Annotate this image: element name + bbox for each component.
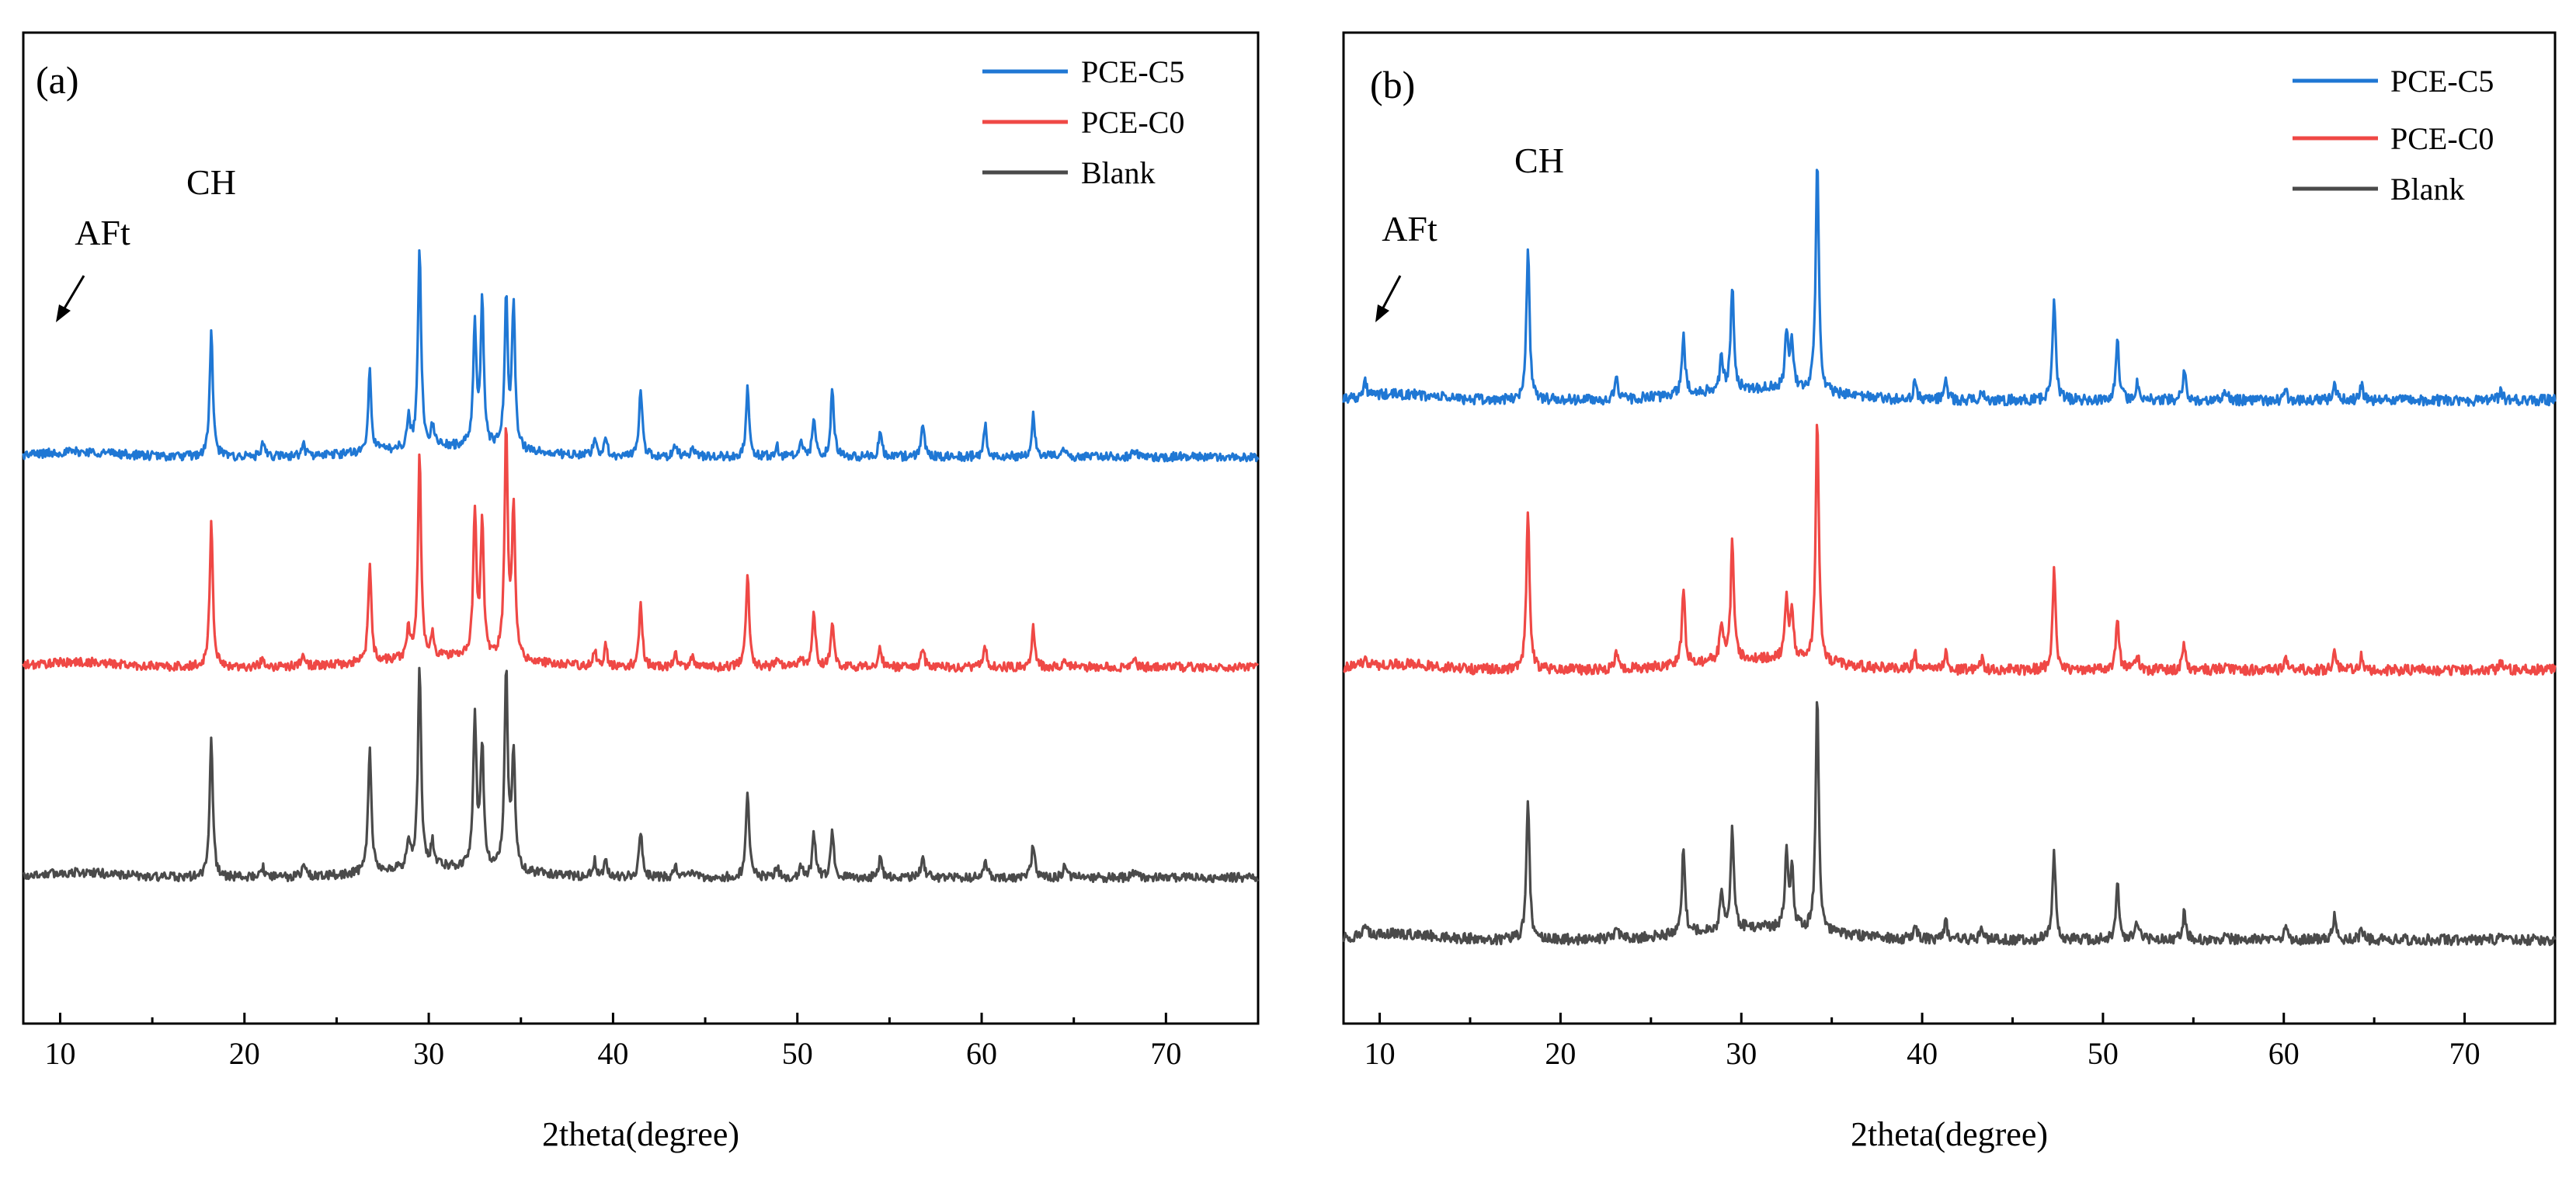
x-tick-label: 40 — [1907, 1036, 1938, 1071]
legend-item: PCE-C5 — [982, 54, 1184, 89]
legend-item: PCE-C5 — [2293, 64, 2494, 99]
series-group — [22, 249, 1260, 884]
series-line-blank — [1342, 701, 2557, 947]
series-group — [1342, 169, 2557, 947]
aft-arrow — [56, 275, 85, 322]
series-line-pce-c0 — [1343, 423, 2557, 676]
legend-item: PCE-C0 — [2293, 121, 2494, 156]
legend-label: Blank — [1081, 155, 1156, 190]
x-tick-label: 10 — [1364, 1036, 1396, 1071]
series-line-pce-c0 — [22, 427, 1259, 673]
aft-arrow — [1375, 275, 1402, 322]
legend-label: PCE-C5 — [1081, 54, 1184, 89]
series-line-pce-c5 — [22, 249, 1260, 463]
legend: PCE-C5 PCE-C0 Blank — [982, 54, 1184, 190]
x-axis-label: 2theta(degree) — [1851, 1115, 2048, 1153]
legend: PCE-C5 PCE-C0 Blank — [2293, 64, 2494, 207]
x-tick-label: 30 — [1726, 1036, 1757, 1071]
x-axis: 10 20 30 40 50 60 70 — [44, 1013, 1181, 1071]
legend-label: PCE-C0 — [1081, 105, 1184, 140]
legend-label: PCE-C0 — [2390, 121, 2494, 156]
legend-item: Blank — [2293, 172, 2465, 207]
panel-label: (a) — [36, 58, 79, 102]
annotation-aft: AFt — [75, 213, 130, 252]
x-tick-label: 20 — [229, 1036, 260, 1071]
legend-item: Blank — [982, 155, 1156, 190]
panel-a: 10 20 30 40 50 60 70 (a) 2theta(degree) CH AFt… — [22, 31, 1260, 1153]
legend-item: PCE-C0 — [982, 105, 1184, 140]
annotation-ch: CH — [186, 162, 236, 202]
x-tick-label: 70 — [1150, 1036, 1181, 1071]
legend-label: PCE-C5 — [2390, 64, 2494, 99]
annotation-aft: AFt — [1382, 209, 1437, 249]
x-tick-label: 10 — [44, 1036, 75, 1071]
x-tick-label: 60 — [2268, 1036, 2300, 1071]
x-tick-label: 30 — [413, 1036, 444, 1071]
x-axis: 10 20 30 40 50 60 70 — [1364, 1013, 2480, 1071]
x-tick-label: 20 — [1545, 1036, 1576, 1071]
legend-label: Blank — [2390, 172, 2465, 207]
series-line-pce-c5 — [1342, 169, 2557, 407]
plot-frame — [22, 31, 1260, 1025]
x-axis-label: 2theta(degree) — [542, 1115, 739, 1153]
panel-label: (b) — [1370, 63, 1415, 106]
x-tick-label: 60 — [966, 1036, 997, 1071]
annotation-ch: CH — [1514, 141, 1564, 180]
series-line-blank — [23, 666, 1260, 884]
x-tick-label: 40 — [597, 1036, 628, 1071]
panel-b: 10 20 30 40 50 60 70 (b) 2theta(degree) CH AFt… — [1342, 31, 2557, 1153]
plot-frame — [1342, 31, 2557, 1025]
x-tick-label: 50 — [782, 1036, 813, 1071]
x-tick-label: 50 — [2088, 1036, 2119, 1071]
x-tick-label: 70 — [2449, 1036, 2480, 1071]
